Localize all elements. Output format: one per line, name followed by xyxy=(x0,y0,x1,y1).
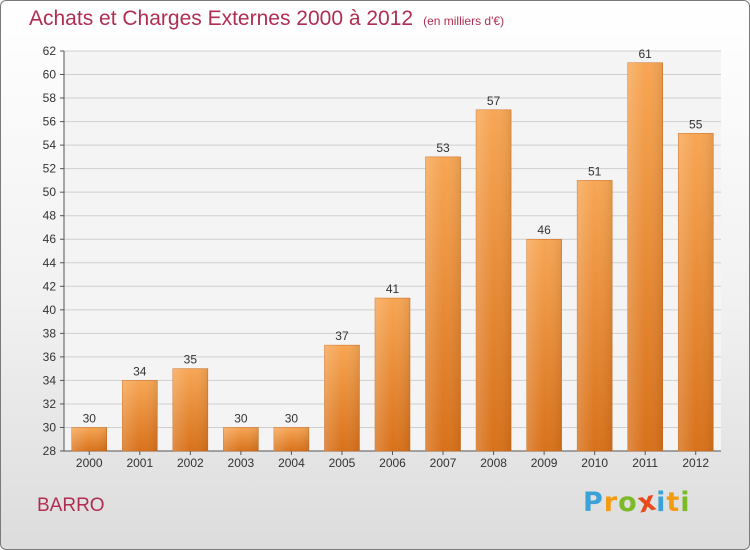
logo-letter: r xyxy=(603,487,619,518)
bar-shine-2004 xyxy=(273,427,309,451)
data-label: 41 xyxy=(386,282,400,296)
bar-shine-2002 xyxy=(172,368,208,451)
x-tick-label: 2012 xyxy=(682,456,709,470)
chart-subtitle: (en milliers d'€) xyxy=(423,14,505,28)
data-label: 37 xyxy=(335,329,349,343)
x-tick-label: 2006 xyxy=(379,456,406,470)
bar-shine-2011 xyxy=(627,62,663,451)
data-label: 30 xyxy=(285,411,299,425)
bar-shine-2007 xyxy=(425,156,461,451)
y-tick-label: 28 xyxy=(43,444,57,458)
x-tick-label: 2011 xyxy=(632,456,658,470)
x-tick-label: 2010 xyxy=(581,456,608,470)
x-tick-label: 2002 xyxy=(177,456,204,470)
y-tick-label: 34 xyxy=(43,373,57,387)
data-label: 57 xyxy=(487,94,501,108)
chart-title: Achats et Charges Externes 2000 à 2012 (e… xyxy=(29,7,504,31)
y-tick-label: 30 xyxy=(43,420,57,434)
logo-letter: P xyxy=(583,487,604,518)
bar-shine-2009 xyxy=(526,239,562,451)
logo-letter: t xyxy=(666,487,681,518)
y-tick-label: 32 xyxy=(43,397,57,411)
proxiti-logo[interactable]: Proxiti xyxy=(583,485,691,519)
data-label: 30 xyxy=(83,411,97,425)
y-tick-label: 52 xyxy=(43,162,57,176)
x-tick-label: 2003 xyxy=(228,456,255,470)
x-tick-label: 2009 xyxy=(531,456,558,470)
logo-letter: i xyxy=(680,487,691,518)
data-label: 46 xyxy=(537,223,551,237)
y-tick-label: 36 xyxy=(43,350,57,364)
bar-shine-2008 xyxy=(476,109,512,451)
y-tick-label: 54 xyxy=(43,138,57,152)
y-tick-label: 56 xyxy=(43,115,57,129)
data-label: 30 xyxy=(234,411,248,425)
bar-shine-2001 xyxy=(122,380,158,451)
y-tick-label: 46 xyxy=(43,232,57,246)
y-tick-label: 38 xyxy=(43,326,57,340)
bar-shine-2005 xyxy=(324,345,360,451)
bar-shine-2006 xyxy=(375,298,410,451)
y-tick-label: 42 xyxy=(43,279,57,293)
bar-shine-2010 xyxy=(577,180,613,452)
bar-shine-2012 xyxy=(678,133,714,451)
y-tick-label: 60 xyxy=(43,68,57,82)
x-tick-label: 2000 xyxy=(76,456,103,470)
logo-letter: i xyxy=(656,487,667,518)
bar-shine-2003 xyxy=(223,427,259,451)
y-tick-label: 50 xyxy=(43,185,57,199)
data-label: 61 xyxy=(639,47,653,61)
y-tick-label: 44 xyxy=(43,256,57,270)
x-tick-label: 2007 xyxy=(430,456,457,470)
y-tick-label: 40 xyxy=(43,303,57,317)
y-tick-label: 48 xyxy=(43,209,57,223)
x-tick-label: 2005 xyxy=(329,456,356,470)
logo-letter: o xyxy=(618,487,638,518)
data-labels: 30 34 35 30 30 37 41 53 57 46 51 61 55 xyxy=(83,47,703,426)
x-tick-label: 2001 xyxy=(126,456,153,470)
x-tick-label: 2008 xyxy=(480,456,507,470)
data-label: 35 xyxy=(184,353,198,367)
data-label: 55 xyxy=(689,117,703,131)
y-tick-label: 58 xyxy=(43,91,57,105)
data-label: 51 xyxy=(588,164,602,178)
x-tick-label: 2004 xyxy=(278,456,305,470)
axes: 28 30 32 34 36 38 40 42 44 46 48 50 52 54 56 58 60 62 2000… xyxy=(43,44,721,470)
chart-title-text: Achats et Charges Externes 2000 à 2012 xyxy=(29,7,414,30)
data-label: 34 xyxy=(133,364,147,378)
y-tick-label: 62 xyxy=(43,44,57,58)
bars xyxy=(71,62,714,452)
bar-shine-2000 xyxy=(71,427,107,451)
data-label: 53 xyxy=(436,141,450,155)
commune-name: BARRO xyxy=(37,495,105,516)
